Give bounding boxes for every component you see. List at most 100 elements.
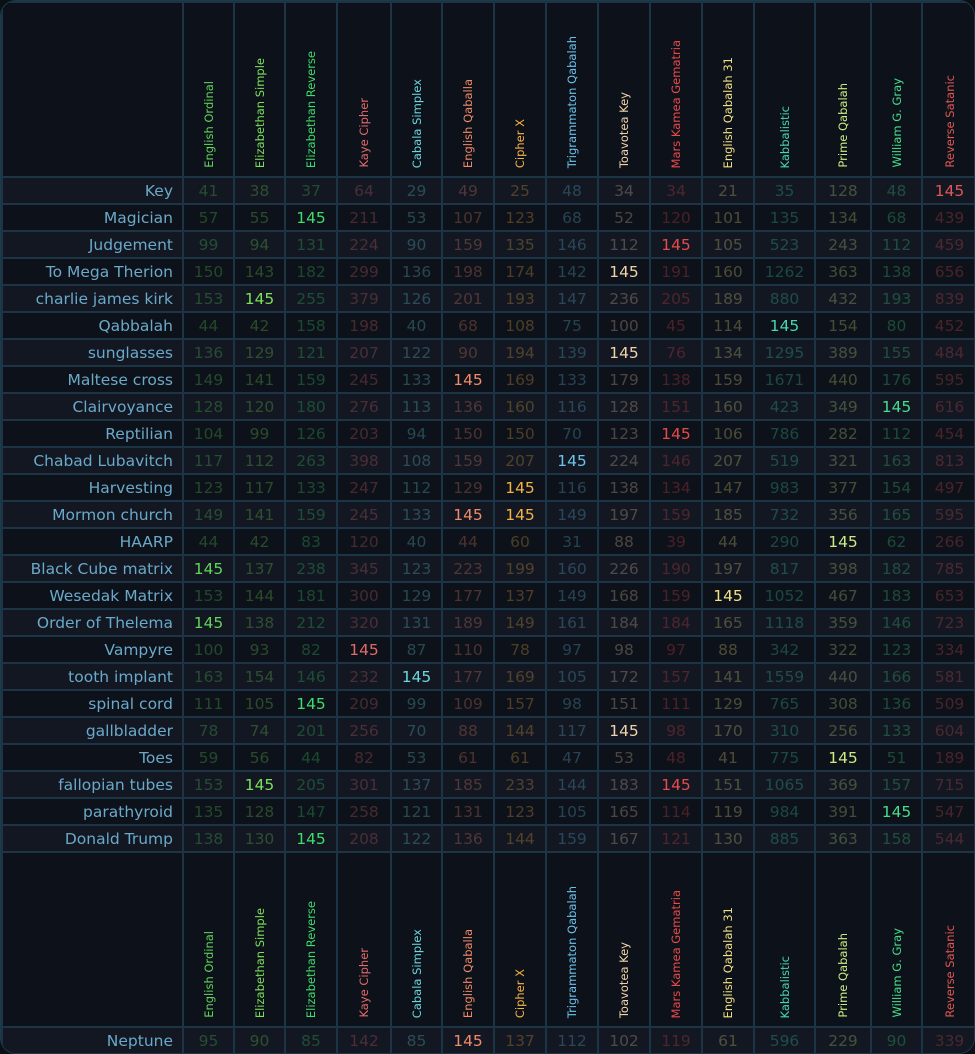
row-label[interactable]: Judgement — [1, 230, 184, 259]
row-label[interactable]: Vampyre — [1, 635, 184, 664]
value-cell: 786 — [753, 419, 816, 448]
value-cell: 143 — [233, 257, 286, 286]
column-header[interactable]: Kabbalistic — [753, 1, 816, 178]
column-header[interactable]: English Ordinal — [182, 851, 235, 1028]
column-header[interactable]: Toavotea Key — [597, 1, 651, 178]
table-row[interactable]: spinal cord 111 105 145 209 99 109 157 98 151 111 1… — [1, 689, 974, 718]
row-label[interactable]: Order of Thelema — [1, 608, 184, 637]
table-row[interactable]: Vampyre 100 93 82 145 87 110 78 97 98 97 88 342 322 12… — [1, 635, 974, 664]
row-label[interactable]: spinal cord — [1, 689, 184, 718]
column-header[interactable]: Elizabethan Reverse — [284, 1, 338, 178]
column-header[interactable]: English Ordinal — [182, 1, 235, 178]
row-label[interactable]: Donald Trump — [1, 824, 184, 853]
row-label[interactable]: parathyroid — [1, 797, 184, 826]
column-header[interactable]: English Qaballa — [441, 851, 495, 1028]
value-cell: 111 — [649, 689, 703, 718]
row-label[interactable]: charlie james kirk — [1, 284, 184, 313]
table-row[interactable]: Order of Thelema 145 138 212 320 131 189 149 161… — [1, 608, 974, 637]
column-header[interactable]: Cipher X — [493, 1, 547, 178]
table-row[interactable]: parathyroid 135 128 147 258 121 131 123 105 165 11… — [1, 797, 974, 826]
column-header[interactable]: Elizabethan Simple — [233, 1, 286, 178]
column-header[interactable]: Kabbalistic — [753, 851, 816, 1028]
value-cell: 55 — [233, 203, 286, 232]
column-header[interactable]: Reverse Satanic — [921, 1, 974, 178]
table-row[interactable]: Donald Trump 138 130 145 208 122 136 144 159 167 1… — [1, 824, 974, 853]
row-label[interactable]: tooth implant — [1, 662, 184, 691]
column-header-label: Toavotea Key — [617, 91, 631, 168]
header-row: English Ordinal Elizabethan Simple Elizabe… — [1, 1, 974, 178]
row-label[interactable]: Magician — [1, 203, 184, 232]
table-row[interactable]: fallopian tubes 153 145 205 301 137 185 233 144 1… — [1, 770, 974, 799]
row-label[interactable]: Neptune — [1, 1026, 184, 1053]
row-label[interactable]: HAARP — [1, 527, 184, 556]
column-header[interactable]: Mars Kamea Gematria — [649, 1, 703, 178]
row-label[interactable]: Clairvoyance — [1, 392, 184, 421]
table-row[interactable]: Black Cube matrix 145 137 238 345 123 223 199 16… — [1, 554, 974, 583]
column-header[interactable]: Trigrammaton Qabalah — [545, 1, 599, 178]
column-header-label: English Ordinal — [201, 931, 216, 1018]
row-label[interactable]: Mormon church — [1, 500, 184, 529]
row-label[interactable]: Toes — [1, 743, 184, 772]
column-header[interactable]: Cipher X — [493, 851, 547, 1028]
column-header[interactable]: Trigrammaton Qabalah — [545, 851, 599, 1028]
row-label[interactable]: Black Cube matrix — [1, 554, 184, 583]
row-label[interactable]: Reptilian — [1, 419, 184, 448]
column-header[interactable]: Cabala Simplex — [390, 1, 443, 178]
table-row[interactable]: Maltese cross 149 141 159 245 133 145 169 133 179… — [1, 365, 974, 394]
table-row[interactable]: gallbladder 78 74 201 256 70 88 144 117 145 98 170 3… — [1, 716, 974, 745]
value-cell: 182 — [870, 554, 923, 583]
table-row[interactable]: tooth implant 163 154 146 232 145 177 169 105 172… — [1, 662, 974, 691]
row-label[interactable]: gallbladder — [1, 716, 184, 745]
column-header[interactable]: Elizabethan Simple — [233, 851, 286, 1028]
row-label[interactable]: Wesedak Matrix — [1, 581, 184, 610]
table-row[interactable]: Reptilian 104 99 126 203 94 150 150 70 123 145 106 7… — [1, 419, 974, 448]
value-cell: 185 — [701, 500, 755, 529]
column-header[interactable]: Cabala Simplex — [390, 851, 443, 1028]
table-row[interactable]: Judgement 99 94 131 224 90 159 135 146 112 145 105 5… — [1, 230, 974, 259]
column-header[interactable]: Kaye Cipher — [336, 851, 392, 1028]
table-row[interactable]: Neptune 95 90 85 142 85 145 137 112 102 119 61 596 22… — [1, 1026, 974, 1053]
row-label[interactable]: To Mega Therion — [1, 257, 184, 286]
table-row[interactable]: Mormon church 149 141 159 245 133 145 145 149 197… — [1, 500, 974, 529]
value-cell: 147 — [284, 797, 338, 826]
column-header-label: English Qabalah 31 — [721, 906, 735, 1018]
column-header[interactable]: Reverse Satanic — [921, 851, 974, 1028]
row-label[interactable]: sunglasses — [1, 338, 184, 367]
row-label[interactable]: Maltese cross — [1, 365, 184, 394]
table-row[interactable]: charlie james kirk 153 145 255 379 126 201 193 1… — [1, 284, 974, 313]
column-header[interactable]: English Qabalah 31 — [701, 851, 755, 1028]
column-header[interactable]: Toavotea Key — [597, 851, 651, 1028]
row-label[interactable]: fallopian tubes — [1, 770, 184, 799]
table-row[interactable]: Wesedak Matrix 153 144 181 300 129 177 137 149 16… — [1, 581, 974, 610]
row-label[interactable]: Harvesting — [1, 473, 184, 502]
table-row[interactable]: Qabbalah 44 42 158 198 40 68 108 75 100 45 114 145 15… — [1, 311, 974, 340]
column-header[interactable]: English Qabalah 31 — [701, 1, 755, 178]
column-header[interactable]: Prime Qabalah — [814, 851, 872, 1028]
row-label[interactable]: Qabbalah — [1, 311, 184, 340]
table-row[interactable]: Clairvoyance 128 120 180 276 113 136 160 116 128 1… — [1, 392, 974, 421]
table-row[interactable]: Key 41 38 37 64 29 49 25 48 34 34 21 35 128 48 145 — [1, 176, 974, 205]
value-cell: 40 — [390, 527, 443, 556]
table-row[interactable]: Toes 59 56 44 82 53 61 61 47 53 48 41 775 145 51 189 — [1, 743, 974, 772]
value-cell: 158 — [284, 311, 338, 340]
column-header[interactable]: Prime Qabalah — [814, 1, 872, 178]
value-cell: 42 — [233, 527, 286, 556]
column-header[interactable]: Mars Kamea Gematria — [649, 851, 703, 1028]
table-row[interactable]: To Mega Therion 150 143 182 299 136 198 174 142 1… — [1, 257, 974, 286]
table-row[interactable]: HAARP 44 42 83 120 40 44 60 31 88 39 44 290 145 62 266 — [1, 527, 974, 556]
value-cell: 984 — [753, 797, 816, 826]
column-header[interactable]: William G. Gray — [870, 1, 923, 178]
column-header[interactable]: English Qaballa — [441, 1, 495, 178]
column-header[interactable]: Elizabethan Reverse — [284, 851, 338, 1028]
value-cell: 121 — [284, 338, 338, 367]
column-header[interactable]: Kaye Cipher — [336, 1, 392, 178]
column-header[interactable]: William G. Gray — [870, 851, 923, 1028]
table-row[interactable]: sunglasses 136 129 121 207 122 90 194 139 145 76 13… — [1, 338, 974, 367]
value-cell: 197 — [701, 554, 755, 583]
table-row[interactable]: Harvesting 123 117 133 247 112 129 145 116 138 134… — [1, 473, 974, 502]
row-label[interactable]: Key — [1, 176, 184, 205]
value-cell-match: 145 — [753, 311, 816, 340]
table-row[interactable]: Magician 57 55 145 211 53 107 123 68 52 120 101 135 1… — [1, 203, 974, 232]
row-label[interactable]: Chabad Lubavitch — [1, 446, 184, 475]
table-row[interactable]: Chabad Lubavitch 117 112 263 398 108 159 207 145… — [1, 446, 974, 475]
